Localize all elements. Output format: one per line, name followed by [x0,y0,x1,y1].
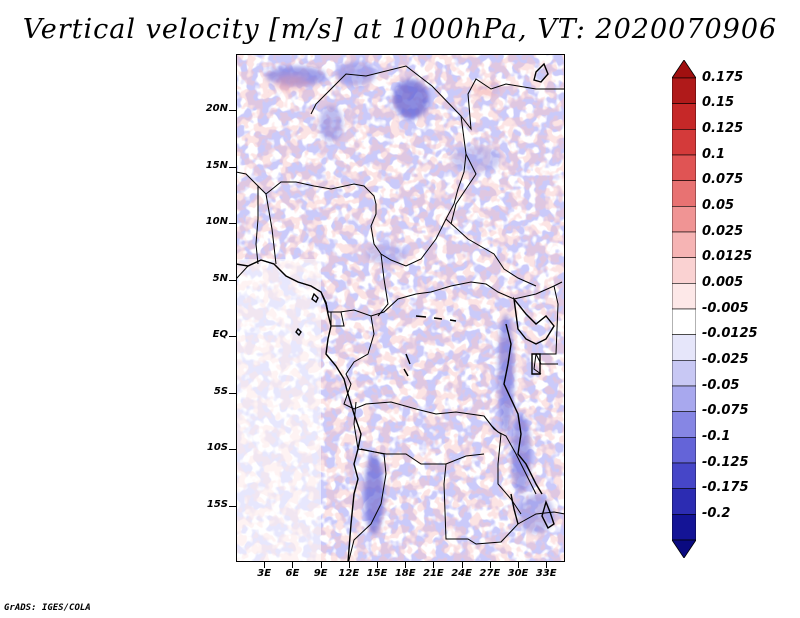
grads-credit: GrADS: IGES/COLA [4,603,91,613]
colorbar-segment [672,334,696,361]
colorbar-label: -0.175 [702,480,749,496]
colorbar-segment [672,77,696,104]
lat-label: 15S [206,498,228,510]
colorbar-label: -0.125 [702,454,749,470]
colorbar-label: -0.2 [702,506,731,521]
colorbar-segment [672,514,696,541]
lon-label: 30E [507,568,529,579]
colorbar-segment [672,180,696,207]
coastlines [236,62,555,562]
lon-label: 15E [366,568,388,579]
lon-tick [546,562,548,568]
lon-label: 21E [423,568,444,579]
colorbar-segment [672,206,696,233]
map-plot-area [236,54,565,562]
ocean-area [236,259,321,562]
lat-tick [229,336,236,338]
lat-label: 5S [213,385,228,397]
colorbar-label: 0.1 [702,146,726,162]
lat-tick [229,166,236,168]
colorbar-segment [672,257,696,284]
lon-tick [461,562,463,568]
colorbar-label: 0.025 [702,223,744,239]
lat-label: 10S [206,442,228,454]
lon-tick [292,562,294,568]
field-features [266,62,554,534]
lon-label: 18E [394,568,416,579]
colorbar-segment [672,231,696,258]
lat-tick [229,110,236,112]
colorbar-segment [672,488,696,515]
lon-tick [518,562,519,568]
colorbar-segment [672,283,696,310]
lat-label: EQ [212,329,228,341]
map-title: Vertical velocity [m/s] at 1000hPa, VT: … [22,14,778,45]
colorbar-label: -0.0125 [702,326,758,342]
colorbar-label: 0.075 [702,172,744,188]
colorbar-segment [672,437,696,464]
colorbar-label: 0.15 [702,95,735,111]
colorbar-segment [672,129,696,156]
colorbar-segment [672,154,696,181]
lat-tick [229,449,236,451]
lat-tick [229,279,236,281]
colorbar-segment [672,411,696,438]
lon-label: 12E [338,568,360,579]
lon-label: 24E [451,568,472,579]
lon-tick [433,562,435,568]
lat-label: 20N [205,103,228,115]
lon-label: 33E [535,568,557,579]
lon-tick [264,562,266,568]
colorbar-label: 0.175 [702,69,744,85]
colorbar-label: 0.05 [702,198,735,213]
lat-tick [229,223,236,225]
lat-tick [229,392,236,394]
colorbar-bottom-cap [672,539,696,558]
lat-tick [229,505,236,507]
lon-tick [405,562,407,568]
colorbar-label: 0.0125 [702,249,753,265]
colorbar-label: -0.1 [702,429,731,444]
lat-label: 15N [205,159,228,171]
colorbar-segment [672,308,696,335]
lon-tick [320,562,322,568]
lat-label: 5N [212,272,228,284]
lon-tick [489,562,491,568]
lon-tick [348,562,350,568]
colorbar-segment [672,360,696,387]
colorbar-top-cap [672,60,696,79]
lon-label: 27E [479,568,501,579]
vertical-velocity-map [236,54,565,562]
lat-label: 10N [205,216,228,228]
colorbar-label: -0.005 [702,300,749,316]
colorbar [672,60,696,558]
colorbar-segment [672,385,696,412]
colorbar-label: -0.025 [702,352,749,367]
colorbar-label: 0.125 [702,121,744,136]
lon-tick [377,562,378,568]
colorbar-label: -0.05 [702,377,740,393]
lon-label: 9E [313,568,328,579]
colorbar-segment [672,462,696,489]
colorbar-label: 0.005 [702,275,744,290]
colorbar-segment [672,103,696,130]
lon-label: 6E [285,568,300,579]
colorbar-label: -0.075 [702,403,749,419]
lon-label: 3E [257,568,272,579]
